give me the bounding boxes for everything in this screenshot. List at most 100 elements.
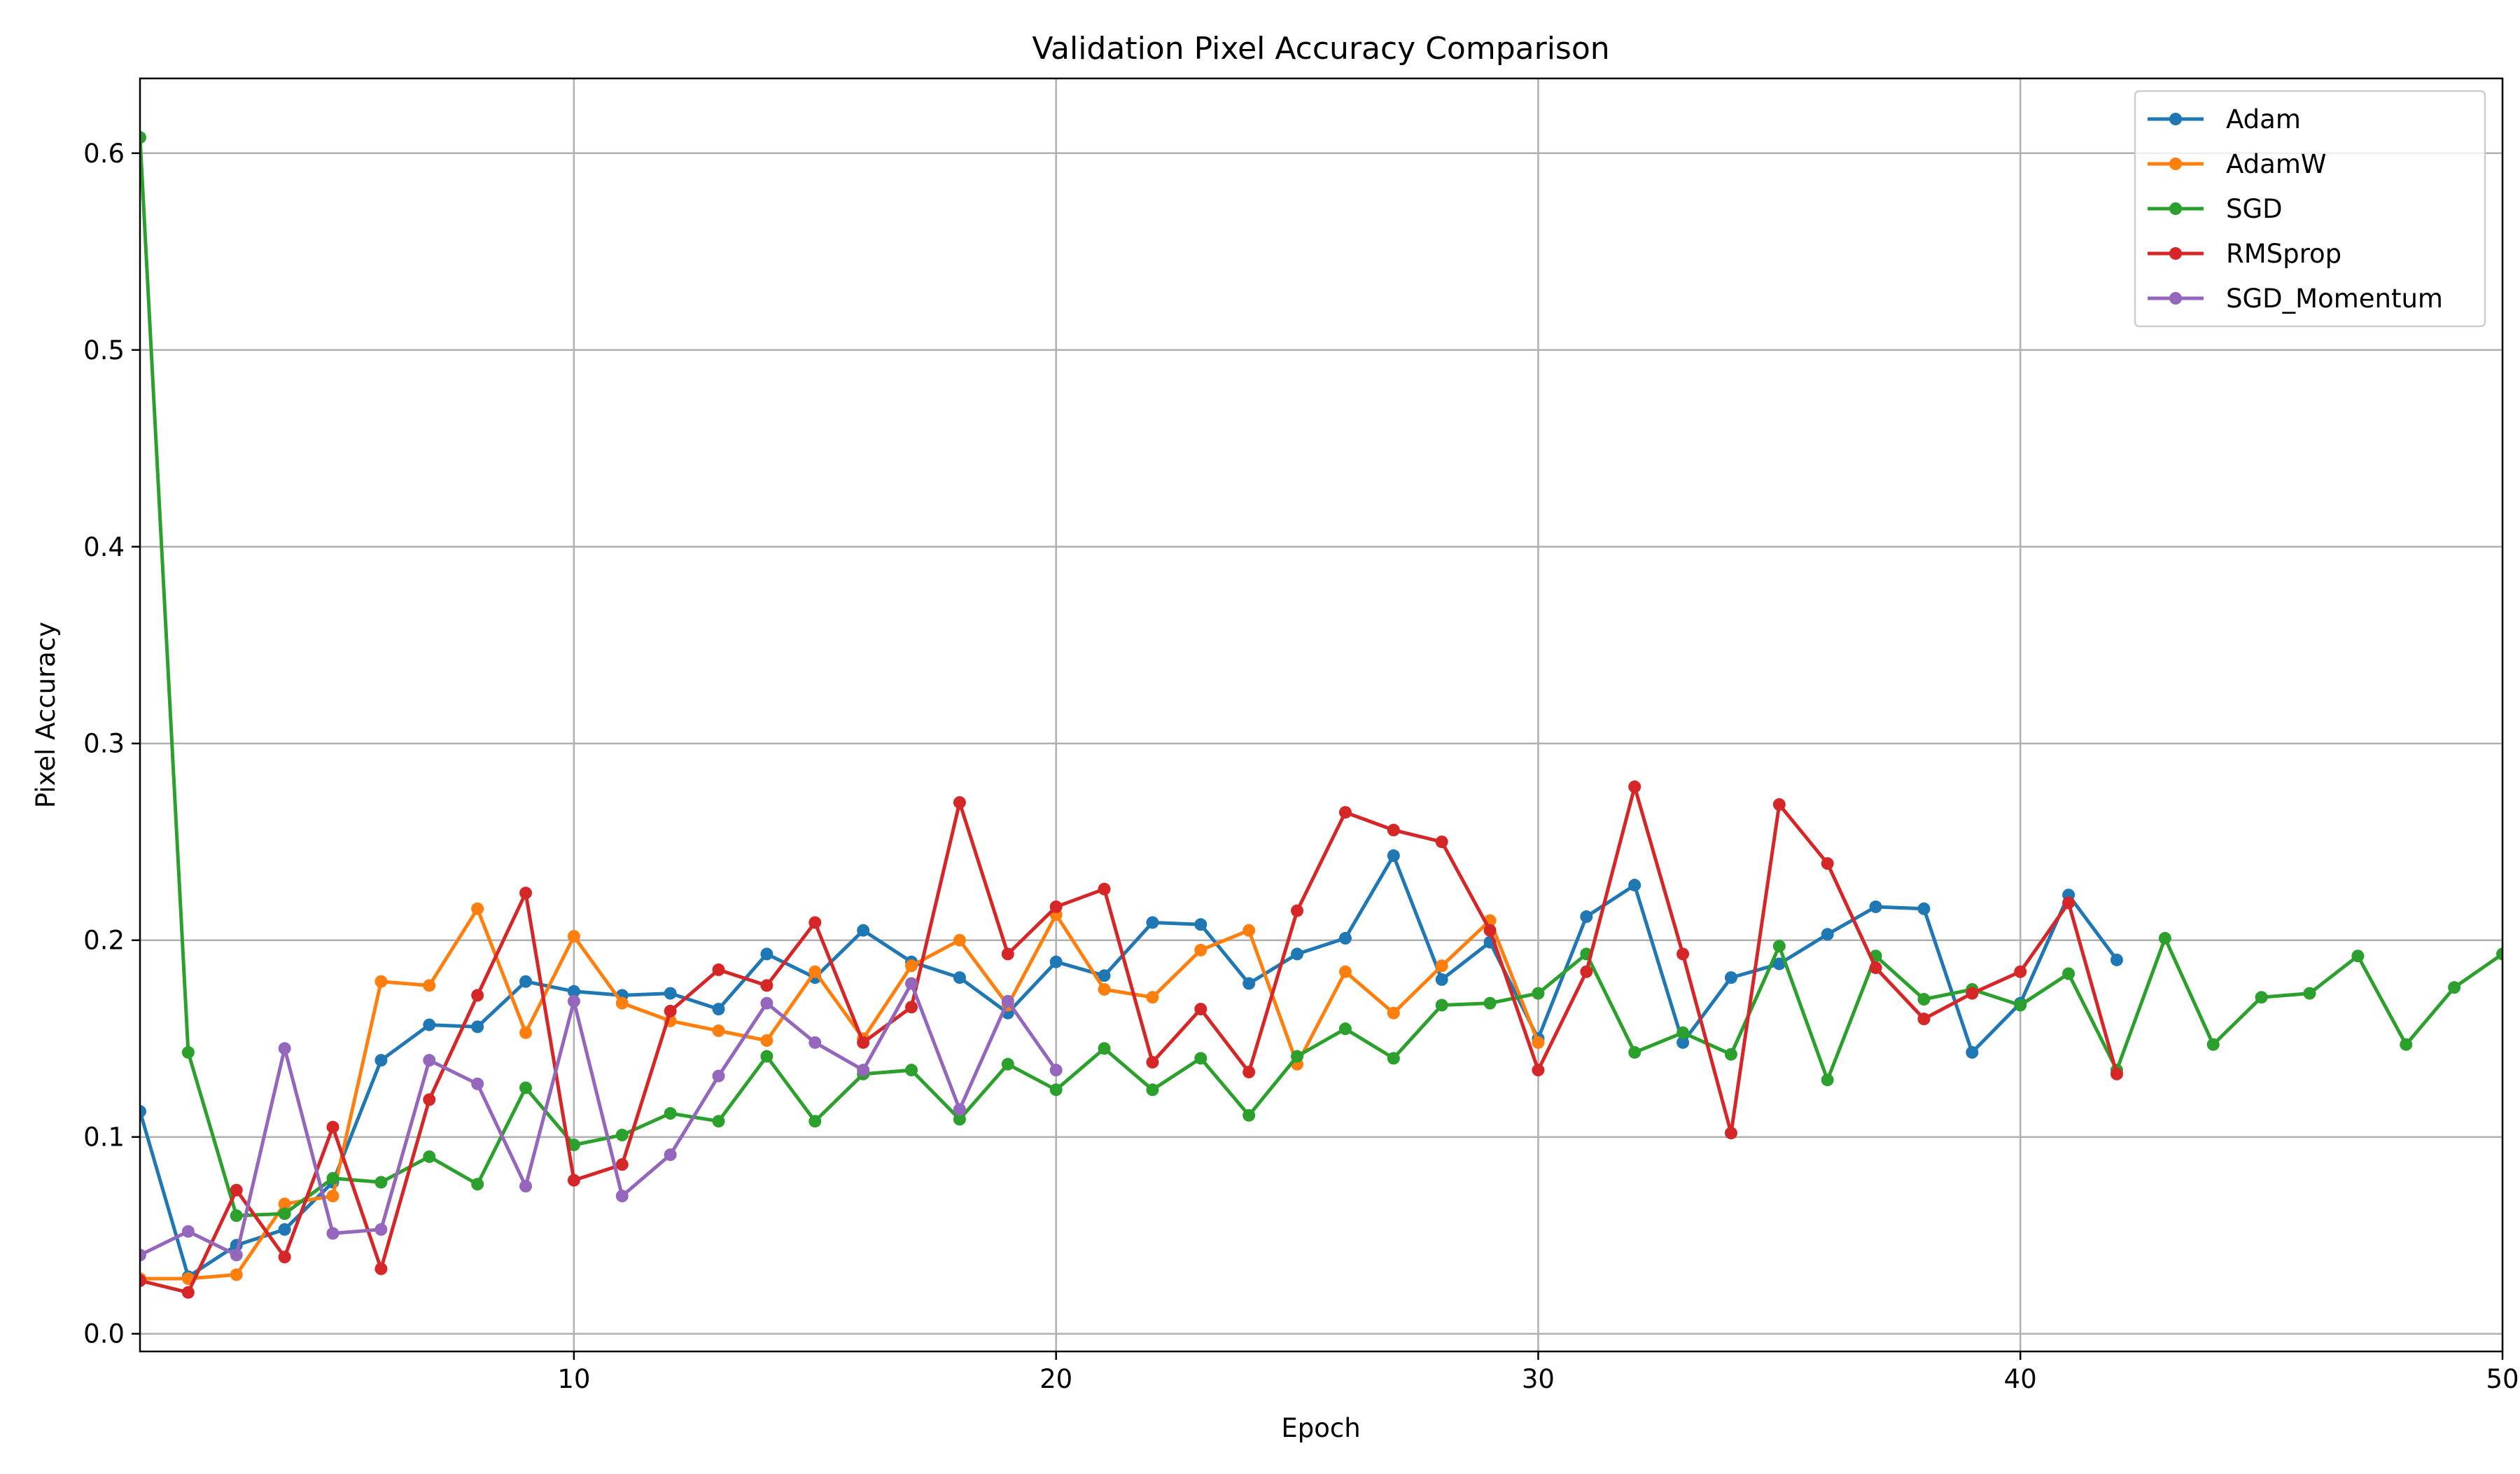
data-point-rmsprop	[181, 1286, 195, 1299]
y-tick-label: 0.1	[83, 1122, 125, 1153]
data-point-sgd	[1146, 1083, 1159, 1097]
x-tick-label: 40	[2004, 1364, 2037, 1394]
data-point-adamw	[615, 996, 629, 1010]
data-point-sgd-momentum	[953, 1103, 966, 1116]
data-point-sgd	[2062, 967, 2076, 980]
data-point-rmsprop	[1772, 798, 1786, 811]
data-point-sgd	[471, 1178, 484, 1191]
data-point-rmsprop	[326, 1120, 340, 1134]
data-point-sgd	[1049, 1083, 1063, 1097]
series-line-adamw	[140, 907, 1540, 1281]
data-point-sgd	[519, 1081, 533, 1094]
data-point-sgd	[1532, 987, 1545, 1000]
legend: Adam AdamW SGD RMSprop SGD_Momentum	[2134, 90, 2486, 328]
data-point-adam	[567, 985, 580, 998]
data-point-sgd	[1772, 940, 1786, 953]
data-point-rmsprop	[1146, 1055, 1159, 1069]
data-point-rmsprop	[423, 1093, 436, 1106]
data-point-rmsprop	[1628, 780, 1642, 793]
data-point-rmsprop	[471, 989, 484, 1002]
data-point-adamw	[471, 902, 484, 915]
x-axis-label: Epoch	[1281, 1413, 1360, 1443]
data-point-sgd	[1338, 1022, 1352, 1036]
data-point-sgd-momentum	[1049, 1064, 1063, 1077]
data-point-sgd	[2448, 981, 2461, 994]
data-point-sgd	[1001, 1057, 1014, 1071]
chart-title: Validation Pixel Accuracy Comparison	[1032, 31, 1609, 67]
data-point-adamw	[374, 975, 388, 988]
data-point-adam	[140, 1105, 146, 1118]
data-point-adamw	[808, 965, 822, 978]
data-point-sgd-momentum	[1001, 994, 1014, 1008]
data-point-adam	[857, 924, 870, 937]
data-point-sgd-momentum	[712, 1069, 725, 1083]
data-point-rmsprop	[230, 1183, 243, 1197]
x-tick-label: 20	[1040, 1364, 1072, 1394]
x-tick-label: 10	[557, 1364, 590, 1394]
data-point-adamw	[1338, 965, 1352, 978]
data-point-sgd	[2400, 1038, 2413, 1051]
legend-label-sgd: SGD	[2226, 194, 2283, 224]
data-point-adam	[471, 1020, 484, 1034]
y-tick-label: 0.4	[83, 532, 125, 562]
data-point-sgd	[664, 1107, 677, 1120]
series-sgd-momentum	[140, 977, 1063, 1262]
series-adam	[140, 849, 2123, 1284]
plot-area-frame	[139, 77, 2504, 1353]
series-sgd	[140, 131, 2502, 1223]
data-point-adam	[1291, 947, 1304, 961]
data-point-adam	[278, 1223, 291, 1236]
data-point-rmsprop	[1049, 900, 1063, 913]
data-point-adamw	[953, 933, 966, 947]
data-point-adam	[1869, 900, 1882, 913]
data-point-sgd	[1917, 993, 1931, 1006]
y-tick-label: 0.6	[83, 139, 125, 169]
series-layer	[140, 131, 2502, 1299]
x-tick-label: 50	[2486, 1364, 2519, 1394]
data-point-sgd	[181, 1045, 195, 1059]
data-point-adamw	[1242, 924, 1256, 937]
data-point-sgd-momentum	[140, 1249, 146, 1262]
data-point-adamw	[423, 979, 436, 992]
legend-label-rmsprop: RMSprop	[2226, 239, 2342, 269]
data-point-adamw	[1146, 991, 1159, 1004]
data-point-rmsprop	[1532, 1064, 1545, 1077]
data-point-sgd-momentum	[519, 1179, 533, 1193]
y-tick-label: 0.0	[83, 1319, 125, 1349]
data-point-adamw	[1387, 1006, 1400, 1020]
x-axis-ticks: 10 20 30 40 50	[557, 1351, 2519, 1394]
data-point-adam	[1917, 902, 1931, 915]
data-point-sgd	[2158, 931, 2171, 945]
data-point-sgd	[2206, 1038, 2220, 1051]
data-point-adam	[1049, 955, 1063, 968]
data-point-sgd-momentum	[760, 996, 774, 1010]
y-axis-ticks: 0.0 0.1 0.2 0.3 0.4 0.5 0.6	[83, 139, 140, 1349]
data-point-sgd	[1387, 1052, 1400, 1065]
data-point-adamw	[1435, 959, 1448, 973]
data-point-adam	[1580, 910, 1593, 924]
data-point-adam	[1724, 971, 1737, 985]
data-point-adamw	[278, 1197, 291, 1211]
data-point-adamw	[567, 930, 580, 943]
data-point-sgd	[326, 1171, 340, 1185]
series-adamw	[140, 902, 1545, 1286]
data-point-rmsprop	[1291, 904, 1304, 917]
data-point-rmsprop	[857, 1036, 870, 1049]
series-line-rmsprop	[140, 785, 2119, 1295]
data-point-adam	[760, 947, 774, 961]
data-point-adamw	[326, 1190, 340, 1203]
data-point-rmsprop	[1194, 1003, 1208, 1016]
data-point-sgd-momentum	[471, 1077, 484, 1090]
data-point-rmsprop	[567, 1174, 580, 1187]
data-point-sgd-momentum	[181, 1225, 195, 1238]
data-point-rmsprop	[1483, 924, 1497, 937]
data-point-sgd	[1435, 999, 1448, 1012]
legend-marker-sgd-momentum	[2169, 292, 2182, 305]
data-point-rmsprop	[1966, 987, 1979, 1000]
data-point-adam	[1338, 931, 1352, 945]
legend-marker-sgd	[2169, 202, 2182, 215]
data-point-rmsprop	[905, 1001, 918, 1014]
data-point-adam	[664, 987, 677, 1000]
series-line-sgd-momentum	[140, 982, 1058, 1257]
